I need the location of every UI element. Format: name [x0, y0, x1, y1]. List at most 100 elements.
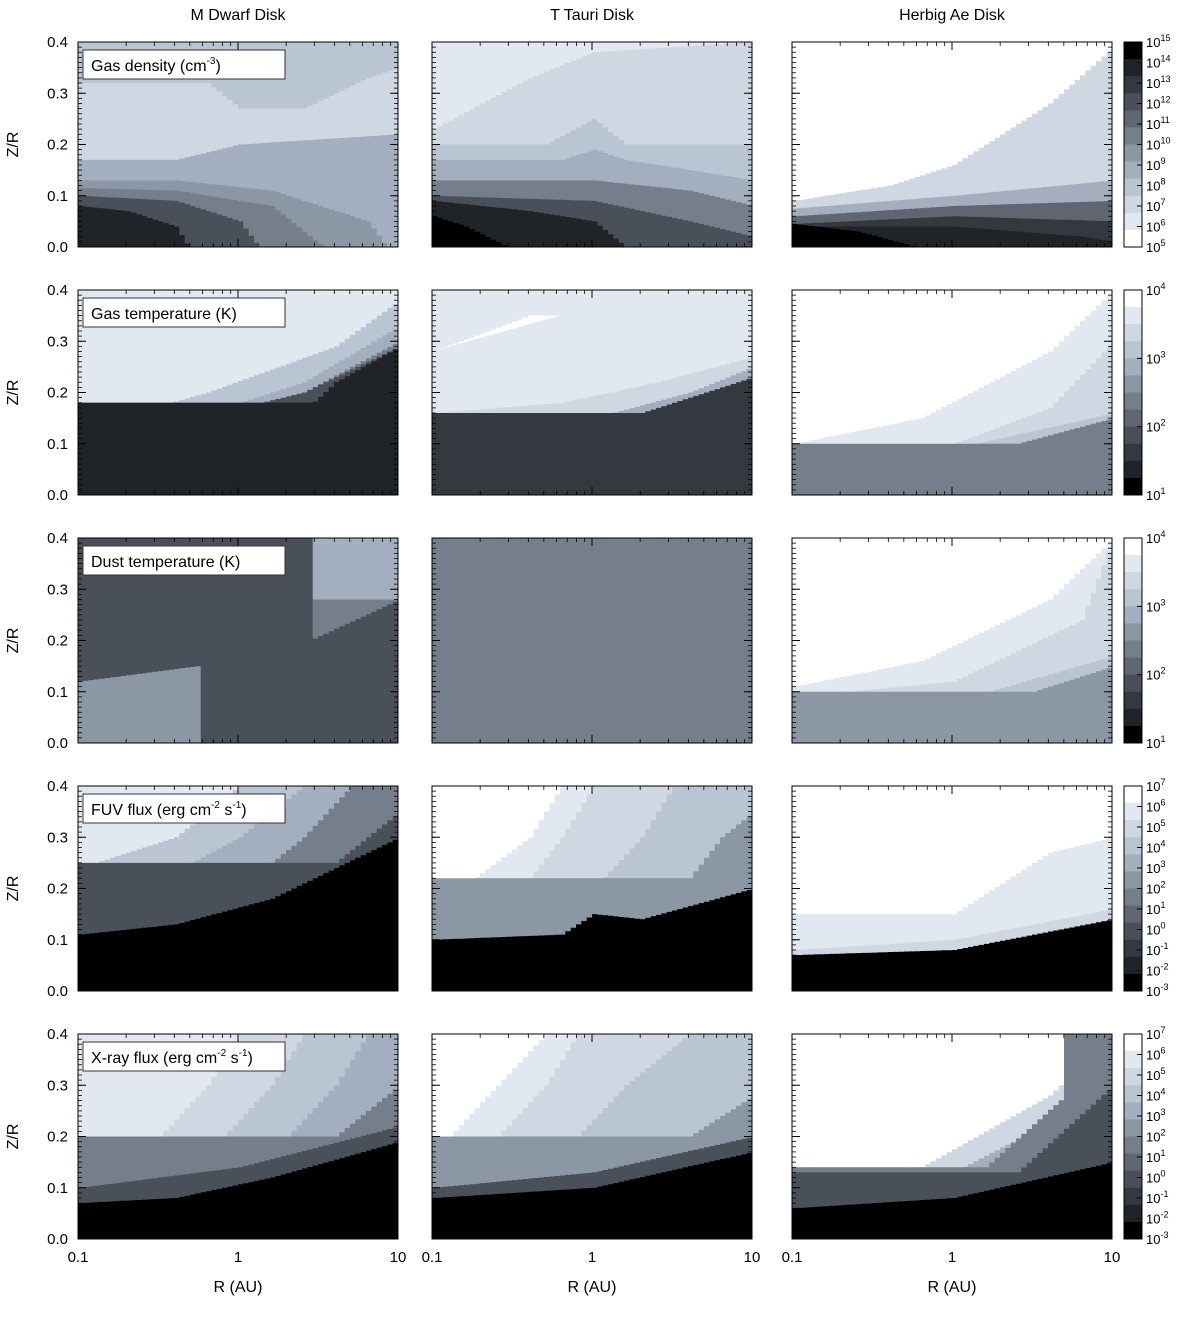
x-tick-label: 10 — [744, 1249, 761, 1266]
colorbar-swatch — [1124, 358, 1142, 376]
panel: 0.0 0.1 0.2 0.3 0.4 — [47, 778, 399, 1000]
colorbar-tick-label: 10-1 — [1146, 941, 1168, 958]
colorbar-tick-label: 103 — [1146, 1107, 1165, 1124]
contour-region — [78, 206, 398, 247]
colorbar-swatch — [1124, 623, 1142, 641]
panel-label-box — [82, 1041, 286, 1072]
y-tick-label: 0.2 — [47, 385, 68, 402]
column-title: T Tauri Disk — [550, 7, 635, 24]
y-tick-label: 0.4 — [47, 282, 68, 299]
panel-label-box — [82, 49, 286, 80]
colorbar-tick-label: 10-2 — [1146, 962, 1168, 979]
y-tick-label: 0.0 — [47, 735, 68, 752]
colorbar-swatch — [1124, 426, 1142, 445]
colorbar-swatch — [1124, 307, 1142, 325]
colorbar-swatch — [1124, 375, 1142, 393]
colorbar-tick-label: 104 — [1146, 1087, 1165, 1104]
colorbar-tick-label: 108 — [1146, 177, 1165, 194]
colorbar-swatch — [1124, 1068, 1142, 1086]
y-tick-label: 0.4 — [47, 778, 68, 795]
colorbar-swatch — [1124, 956, 1142, 975]
x-tick-label: 1 — [588, 1249, 596, 1266]
x-tick-label: 0.1 — [68, 1249, 89, 1266]
colorbar-tick-label: 102 — [1146, 666, 1165, 683]
x-tick-label: 1 — [234, 1249, 242, 1266]
y-tick-label: 0.1 — [47, 1180, 68, 1197]
y-tick-label: 0.4 — [47, 1026, 68, 1043]
colorbar-swatch — [1124, 606, 1142, 624]
colorbar-swatch — [1124, 820, 1142, 838]
colorbar-swatch — [1124, 76, 1142, 94]
y-tick-label: 0.0 — [47, 239, 68, 256]
colorbar-swatch — [1124, 786, 1142, 804]
colorbar-swatch — [1124, 854, 1142, 872]
colorbar-tick-label: 103 — [1146, 349, 1165, 366]
colorbar-tick-label: 1010 — [1146, 136, 1170, 153]
colorbar-swatch — [1124, 837, 1142, 855]
colorbar-swatch — [1124, 460, 1142, 479]
colorbar-swatch — [1124, 443, 1142, 462]
colorbar-swatch — [1124, 708, 1142, 727]
colorbar-tick-label: 1012 — [1146, 95, 1170, 112]
colorbar-swatch — [1124, 1136, 1142, 1155]
colorbar-tick-label: 105 — [1146, 238, 1165, 255]
colorbar-swatch — [1124, 59, 1142, 77]
colorbar-tick-label: 104 — [1146, 839, 1165, 856]
contour-region — [432, 888, 752, 991]
y-tick-label: 0.3 — [47, 1077, 68, 1094]
panel: 0.00.10.20.30.40.1 1 10R (AU) — [47, 1026, 406, 1296]
y-tick-label: 0.1 — [47, 932, 68, 949]
colorbar-swatch — [1124, 939, 1142, 958]
y-tick-label: 0.2 — [47, 1129, 68, 1146]
colorbar-swatch — [1124, 161, 1142, 180]
colorbar-swatch — [1124, 110, 1142, 128]
colorbar-frame — [1123, 537, 1143, 744]
panel — [791, 537, 1113, 744]
panel-label: Dust temperature (K) — [91, 554, 240, 571]
colorbar-tick-label: 107 — [1146, 1025, 1165, 1042]
colorbar-swatch — [1124, 538, 1142, 556]
panel — [431, 41, 753, 248]
panel-label: X-ray flux (erg cm-2 s-1) — [91, 1048, 253, 1067]
colorbar-tick-label: 10-1 — [1146, 1189, 1168, 1206]
colorbar-swatch — [1124, 674, 1142, 693]
colorbar-swatch — [1124, 691, 1142, 710]
colorbar-tick-label: 10-2 — [1146, 1210, 1168, 1227]
colorbar-frame — [1123, 289, 1143, 496]
colorbar-tick-label: 109 — [1146, 156, 1165, 173]
colorbar-tick-label: 101 — [1146, 734, 1165, 751]
contour-region — [78, 666, 398, 743]
y-tick-label: 0.0 — [47, 1231, 68, 1248]
x-axis-label: R (AU) — [928, 1279, 977, 1296]
colorbar-swatch — [1124, 409, 1142, 428]
colorbar-tick-label: 1015 — [1146, 33, 1170, 50]
y-tick-label: 0.3 — [47, 581, 68, 598]
colorbar-swatch — [1124, 905, 1142, 924]
y-tick-label: 0.3 — [47, 829, 68, 846]
contour-region — [78, 837, 398, 991]
column-title: M Dwarf Disk — [190, 7, 286, 24]
y-tick-label: 0.3 — [47, 85, 68, 102]
x-tick-label: 10 — [1104, 1249, 1121, 1266]
x-tick-label: 0.1 — [782, 1249, 803, 1266]
colorbar-tick-label: 107 — [1146, 197, 1165, 214]
colorbar-tick-label: 10-3 — [1146, 982, 1168, 999]
y-tick-label: 0.0 — [47, 487, 68, 504]
colorbar-swatch — [1124, 1187, 1142, 1206]
colorbar-swatch — [1124, 1119, 1142, 1137]
colorbar-swatch — [1124, 1085, 1142, 1103]
colorbar-swatch — [1124, 1051, 1142, 1069]
colorbar-swatch — [1124, 324, 1142, 342]
colorbar-swatch — [1124, 290, 1142, 308]
y-tick-label: 0.4 — [47, 34, 68, 51]
panel — [431, 289, 753, 496]
colorbar-swatch — [1124, 229, 1142, 248]
colorbar-swatch — [1124, 195, 1142, 214]
colorbar-swatch — [1124, 477, 1142, 496]
colorbar-tick-label: 101 — [1146, 1148, 1165, 1165]
panel: 0.0 0.1 0.2 0.3 0.4 — [47, 34, 399, 256]
colorbar-tick-label: 10-3 — [1146, 1230, 1168, 1247]
colorbar-swatch — [1124, 803, 1142, 821]
panel-label-box — [82, 297, 286, 328]
